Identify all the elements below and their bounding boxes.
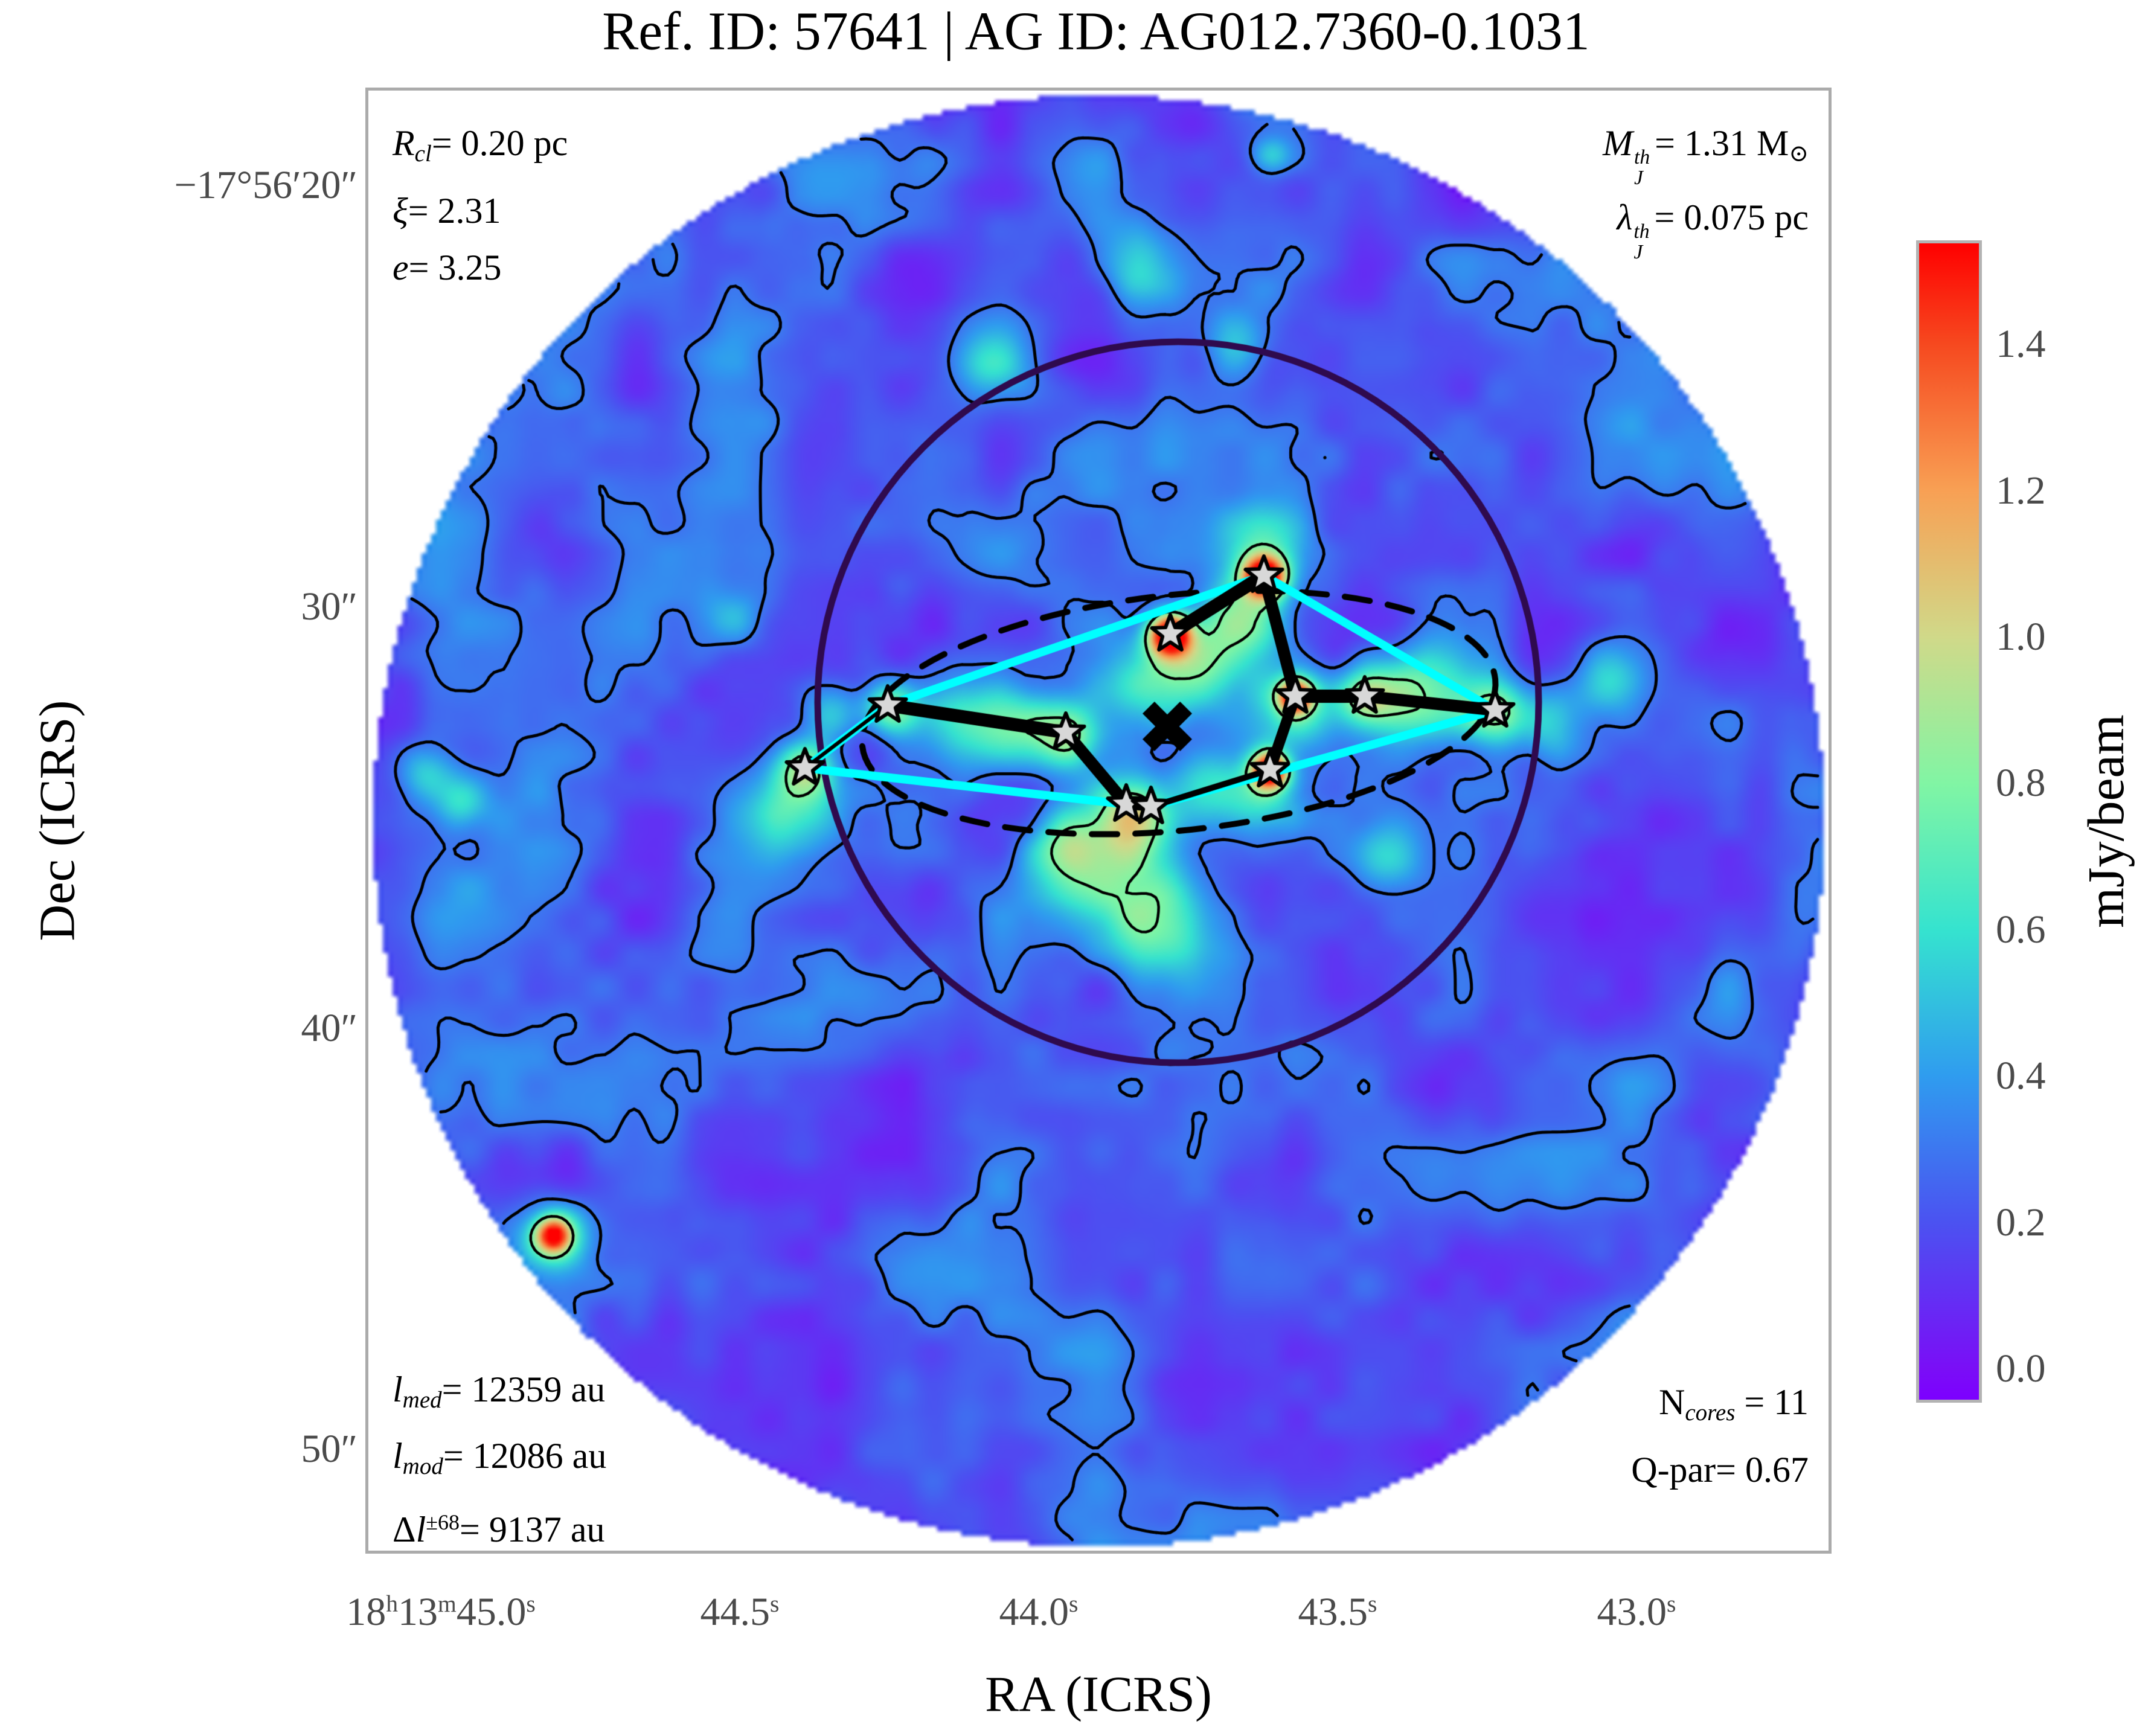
colorbar-tick-label: 0.6 — [1996, 907, 2046, 952]
plot-area — [365, 88, 1832, 1554]
colorbar — [1916, 240, 1982, 1403]
y-tick-label: 50″ — [301, 1427, 358, 1471]
x-tick-label: 44.5s — [700, 1589, 780, 1634]
info-top-left: Rcl= 0.20 pc ξ= 2.31 e= 3.25 — [393, 115, 568, 296]
colorbar-tick-label: 1.2 — [1996, 468, 2046, 513]
annotation-l-med: lmed= 12359 au — [393, 1369, 606, 1413]
annotation-n-cores: Ncores = 11 — [1659, 1382, 1809, 1426]
annotation-lambda-jeans: λ th J = 0.075 pc — [1617, 197, 1809, 264]
annotation-e: e= 3.25 — [393, 247, 502, 287]
info-bottom-left: lmed= 12359 au lmod= 12086 au Δl±68= 9137 … — [393, 1362, 606, 1557]
annotation-l-mod: lmod= 12086 au — [393, 1435, 607, 1479]
colorbar-tick-label: 0.4 — [1996, 1054, 2046, 1098]
x-tick-label: 43.0s — [1597, 1589, 1676, 1634]
supsub-stack: th J — [1633, 220, 1650, 264]
x-tick-label: 43.5s — [1298, 1589, 1377, 1634]
colorbar-tick-label: 1.0 — [1996, 615, 2046, 659]
supsub-stack: th J — [1634, 146, 1650, 190]
colorbar-tick-label: 0.2 — [1996, 1200, 2046, 1244]
x-axis-label: RA (ICRS) — [985, 1666, 1212, 1723]
y-tick-label: −17°56′20″ — [174, 163, 357, 207]
x-tick-label: 18h13m45.0s — [346, 1589, 536, 1634]
figure-title: Ref. ID: 57641 | AG ID: AG012.7360-0.103… — [602, 1, 1590, 62]
colorbar-tick-label: 0.8 — [1996, 761, 2046, 806]
annotation-q-par: Q-par= 0.67 — [1631, 1449, 1809, 1490]
annotation-r-cl: Rcl= 0.20 pc — [393, 123, 568, 167]
annotation-delta-l: Δl±68= 9137 au — [393, 1509, 605, 1549]
info-bottom-right: Ncores = 11 Q-par= 0.67 — [1631, 1374, 1809, 1498]
map-canvas — [368, 91, 1829, 1551]
x-tick-label: 44.0s — [999, 1589, 1079, 1634]
annotation-xi: ξ= 2.31 — [393, 190, 501, 231]
colorbar-label: mJy/beam — [2077, 714, 2135, 928]
colorbar-tick-label: 0.0 — [1996, 1347, 2046, 1391]
y-axis-label: Dec (ICRS) — [29, 700, 86, 941]
y-tick-label: 40″ — [301, 1006, 358, 1050]
y-tick-label: 30″ — [301, 585, 358, 629]
colorbar-tick-label: 1.4 — [1996, 322, 2046, 367]
